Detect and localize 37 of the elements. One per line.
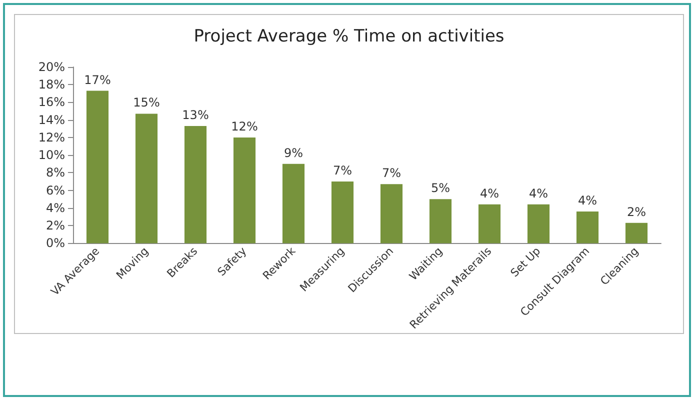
bar bbox=[282, 164, 305, 244]
data-label: 7% bbox=[382, 166, 402, 180]
bar bbox=[380, 184, 403, 244]
x-tick-label: Set Up bbox=[508, 244, 544, 280]
bar bbox=[576, 211, 599, 244]
bar bbox=[478, 204, 501, 244]
y-tick-label: 18% bbox=[38, 78, 65, 92]
bar bbox=[135, 114, 158, 244]
data-label: 15% bbox=[133, 96, 160, 110]
y-tick-label: 20% bbox=[38, 60, 65, 74]
bar bbox=[331, 182, 354, 244]
y-tick-label: 8% bbox=[46, 166, 65, 180]
data-label: 12% bbox=[231, 119, 258, 134]
data-label: 9% bbox=[284, 146, 304, 160]
data-label: 4% bbox=[480, 186, 500, 200]
data-label: 7% bbox=[332, 164, 352, 178]
y-tick-label: 4% bbox=[46, 200, 65, 215]
chart-title: Project Average % Time on activities bbox=[194, 26, 504, 46]
y-tick-label: 6% bbox=[46, 183, 65, 198]
y-tick-label: 0% bbox=[46, 236, 65, 250]
data-label: 4% bbox=[528, 186, 548, 200]
y-tick-label: 16% bbox=[38, 95, 65, 110]
bar bbox=[625, 222, 648, 244]
y-tick-label: 14% bbox=[38, 112, 65, 127]
y-tick-label: 10% bbox=[38, 148, 65, 162]
y-tick-label: 12% bbox=[38, 130, 65, 144]
bar bbox=[86, 90, 109, 244]
data-label: 5% bbox=[430, 181, 450, 196]
data-label: 13% bbox=[182, 108, 209, 122]
data-label: 2% bbox=[626, 204, 646, 219]
bar bbox=[527, 204, 550, 244]
y-tick-label: 2% bbox=[46, 218, 65, 233]
bar bbox=[233, 137, 256, 244]
bar bbox=[429, 199, 452, 244]
data-label: 17% bbox=[84, 72, 111, 87]
data-label: 4% bbox=[578, 193, 598, 208]
bar bbox=[184, 126, 207, 244]
